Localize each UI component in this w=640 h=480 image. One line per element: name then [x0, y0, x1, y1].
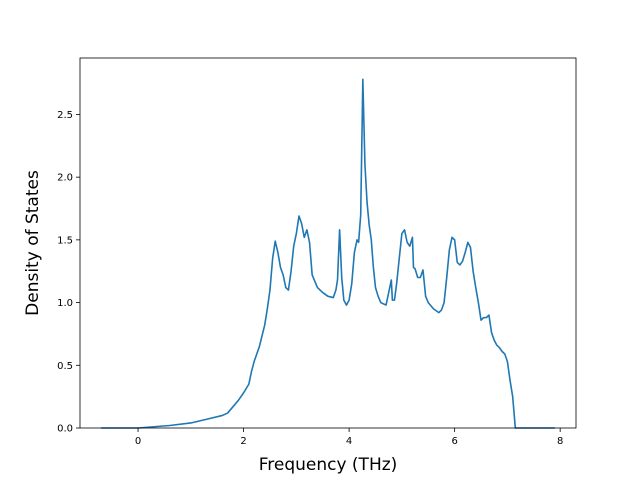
plot-frame: [79, 57, 577, 429]
x-tick-label: 8: [557, 436, 563, 447]
x-tick-label: 4: [346, 436, 352, 447]
x-axis-ticks: 0 2 4 6 8: [135, 428, 563, 447]
y-tick-label: 1.0: [57, 298, 73, 309]
x-axis-label: Frequency (THz): [259, 455, 398, 475]
y-tick-label: 1.5: [57, 235, 73, 246]
y-tick-label: 0.5: [57, 361, 73, 372]
y-tick-label: 2.5: [57, 110, 73, 121]
dos-series-line-0: [101, 78, 555, 429]
y-axis-ticks: 0.0 0.5 1.0 1.5 2.0 2.5: [57, 110, 80, 435]
y-tick-label: 0.0: [57, 424, 73, 435]
y-axis-label: Density of States: [23, 170, 43, 316]
x-tick-label: 6: [451, 436, 457, 447]
plot-area: [101, 78, 555, 429]
x-tick-label: 0: [135, 436, 141, 447]
y-tick-label: 2.0: [57, 173, 73, 184]
x-tick-label: 2: [240, 436, 246, 447]
